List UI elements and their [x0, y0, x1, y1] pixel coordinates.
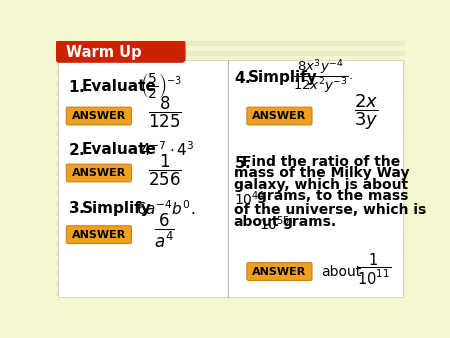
Text: $\mathbf{1.}$: $\mathbf{1.}$: [68, 79, 85, 95]
Bar: [56, 91, 405, 96]
Bar: [56, 241, 405, 246]
Text: grams.: grams.: [283, 215, 337, 228]
FancyBboxPatch shape: [66, 164, 131, 182]
FancyBboxPatch shape: [247, 107, 312, 125]
Bar: [56, 161, 405, 166]
Bar: [56, 231, 405, 236]
Bar: [56, 181, 405, 186]
Text: $\dfrac{8}{125}$: $\dfrac{8}{125}$: [148, 95, 182, 130]
Bar: [56, 191, 405, 196]
Text: mass of the Milky Way: mass of the Milky Way: [234, 166, 409, 180]
Bar: [56, 251, 405, 256]
Bar: [56, 61, 405, 66]
Text: Evaluate: Evaluate: [82, 142, 157, 158]
Text: grams, to the mass: grams, to the mass: [257, 189, 408, 203]
Text: $\dfrac{1}{256}$: $\dfrac{1}{256}$: [148, 152, 182, 188]
Text: ANSWER: ANSWER: [252, 111, 306, 121]
Text: $\dfrac{2x}{3y}$: $\dfrac{2x}{3y}$: [354, 92, 378, 132]
Text: ANSWER: ANSWER: [72, 168, 126, 178]
Text: $10^{44}$: $10^{44}$: [234, 189, 265, 208]
Text: ANSWER: ANSWER: [252, 267, 306, 276]
Bar: [56, 80, 405, 86]
FancyBboxPatch shape: [66, 226, 131, 243]
Text: $\mathbf{5.}$: $\mathbf{5.}$: [234, 154, 251, 170]
FancyBboxPatch shape: [56, 41, 185, 62]
Bar: [56, 171, 405, 176]
FancyBboxPatch shape: [66, 107, 131, 125]
Bar: [56, 261, 405, 266]
Text: $\mathbf{2.}$: $\mathbf{2.}$: [68, 142, 85, 158]
Text: $\left(\dfrac{5}{2}\right)^{-3}$: $\left(\dfrac{5}{2}\right)^{-3}$: [140, 71, 182, 100]
Text: $\mathbf{4.}$: $\mathbf{4.}$: [234, 70, 251, 86]
FancyBboxPatch shape: [247, 263, 312, 281]
Text: $4^{-7} \cdot 4^{3}$: $4^{-7} \cdot 4^{3}$: [140, 141, 194, 159]
Text: ANSWER: ANSWER: [72, 111, 126, 121]
Text: ANSWER: ANSWER: [72, 230, 126, 240]
Bar: [56, 141, 405, 146]
Text: $\mathbf{3.}$: $\mathbf{3.}$: [68, 200, 85, 216]
Text: $\dfrac{6}{a^{4}}$: $\dfrac{6}{a^{4}}$: [154, 212, 175, 250]
Bar: [56, 211, 405, 216]
Text: $\dfrac{1}{10^{11}}$: $\dfrac{1}{10^{11}}$: [357, 251, 391, 287]
Bar: [56, 41, 405, 46]
Bar: [56, 271, 405, 276]
Text: Evaluate: Evaluate: [82, 79, 157, 94]
Bar: [56, 51, 405, 55]
Bar: [56, 101, 405, 105]
Bar: [56, 111, 405, 116]
Bar: [56, 131, 405, 136]
Text: $10^{55}$: $10^{55}$: [259, 215, 291, 233]
Text: $\dfrac{8x^{3}y^{-4}}{12x^{2}y^{-3}}.$: $\dfrac{8x^{3}y^{-4}}{12x^{2}y^{-3}}.$: [292, 57, 353, 95]
Bar: [56, 291, 405, 296]
Text: Simplify: Simplify: [82, 201, 152, 216]
Text: $6a^{-4}b^{0}.$: $6a^{-4}b^{0}.$: [136, 199, 195, 218]
Bar: [56, 281, 405, 286]
Text: of the universe, which is: of the universe, which is: [234, 203, 426, 217]
Bar: [56, 301, 405, 306]
Text: Warm Up: Warm Up: [66, 45, 141, 59]
Bar: [56, 201, 405, 206]
Bar: [56, 71, 405, 76]
Bar: [56, 221, 405, 226]
Text: about: about: [234, 215, 279, 228]
Bar: [56, 151, 405, 156]
Bar: [56, 121, 405, 126]
Text: about: about: [321, 265, 361, 279]
Text: Simplify: Simplify: [248, 70, 317, 85]
Text: Find the ratio of the: Find the ratio of the: [242, 154, 400, 169]
Text: galaxy, which is about: galaxy, which is about: [234, 178, 408, 192]
